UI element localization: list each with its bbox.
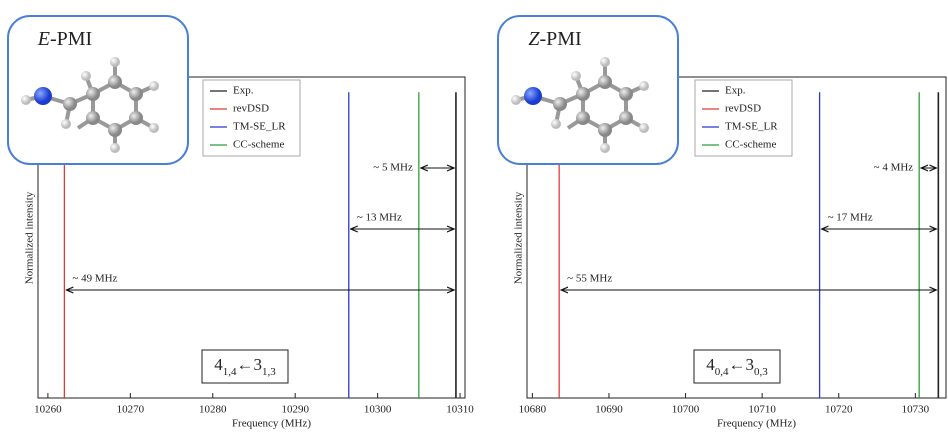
x-axis-label: Frequency (MHz) [717, 418, 796, 430]
legend-label: revDSD [233, 103, 269, 115]
legend-label: Exp. [725, 85, 746, 97]
difference-label: ~ 49 MHz [72, 273, 117, 285]
x-tick-label: 10310 [446, 404, 474, 416]
x-tick-label: 10710 [748, 404, 776, 416]
panel: 10680 10690 10700 10710 10720 10730 Frequency … [498, 16, 946, 430]
difference-label: ~ 17 MHz [828, 212, 873, 224]
legend-label: TM-SE_LR [233, 121, 286, 133]
transition-part: ← [729, 355, 746, 374]
molecule-label: E-PMI [37, 28, 92, 50]
transition-part: 0,3 [754, 366, 768, 378]
difference-label: ~ 55 MHz [567, 273, 612, 285]
y-axis-label: Normalized intensity [513, 191, 525, 284]
legend-label: revDSD [725, 103, 761, 115]
y-axis-label: Normalized intensity [24, 191, 36, 284]
x-tick-label: 10290 [281, 404, 309, 416]
x-axis-label: Frequency (MHz) [232, 418, 311, 430]
transition-part: 3 [746, 355, 755, 374]
molecule-label-rest: -PMI [539, 28, 581, 50]
difference-label: ~ 13 MHz [357, 212, 402, 224]
transition-part: 0,4 [715, 366, 729, 378]
x-tick-label: 10270 [117, 404, 145, 416]
difference-label: ~ 4 MHz [874, 162, 914, 174]
legend-label: Exp. [233, 85, 254, 97]
figure: 10260 10270 10280 10290 10300 10310 Frequency … [0, 0, 948, 433]
x-tick-label: 10300 [364, 404, 392, 416]
x-tick-label: 10260 [34, 404, 62, 416]
legend-label: CC-scheme [725, 139, 776, 151]
molecule-label-italic: E [37, 28, 50, 50]
x-tick-label: 10720 [825, 404, 853, 416]
x-tick-label: 10680 [519, 404, 547, 416]
difference-label: ~ 5 MHz [373, 162, 413, 174]
x-tick-label: 10690 [595, 404, 623, 416]
molecule-label-rest: -PMI [50, 28, 92, 50]
panel: 10260 10270 10280 10290 10300 10310 Frequency … [8, 16, 474, 430]
x-tick-label: 10280 [199, 404, 227, 416]
transition-part: 1,3 [262, 366, 276, 378]
transition-part: 1,4 [223, 366, 237, 378]
x-tick-label: 10700 [672, 404, 700, 416]
x-tick-label: 10730 [902, 404, 930, 416]
transition-part: 3 [254, 355, 263, 374]
transition-part: ← [237, 355, 254, 374]
legend-label: CC-scheme [233, 139, 284, 151]
legend-label: TM-SE_LR [725, 121, 778, 133]
molecule-label: Z-PMI [528, 28, 581, 50]
